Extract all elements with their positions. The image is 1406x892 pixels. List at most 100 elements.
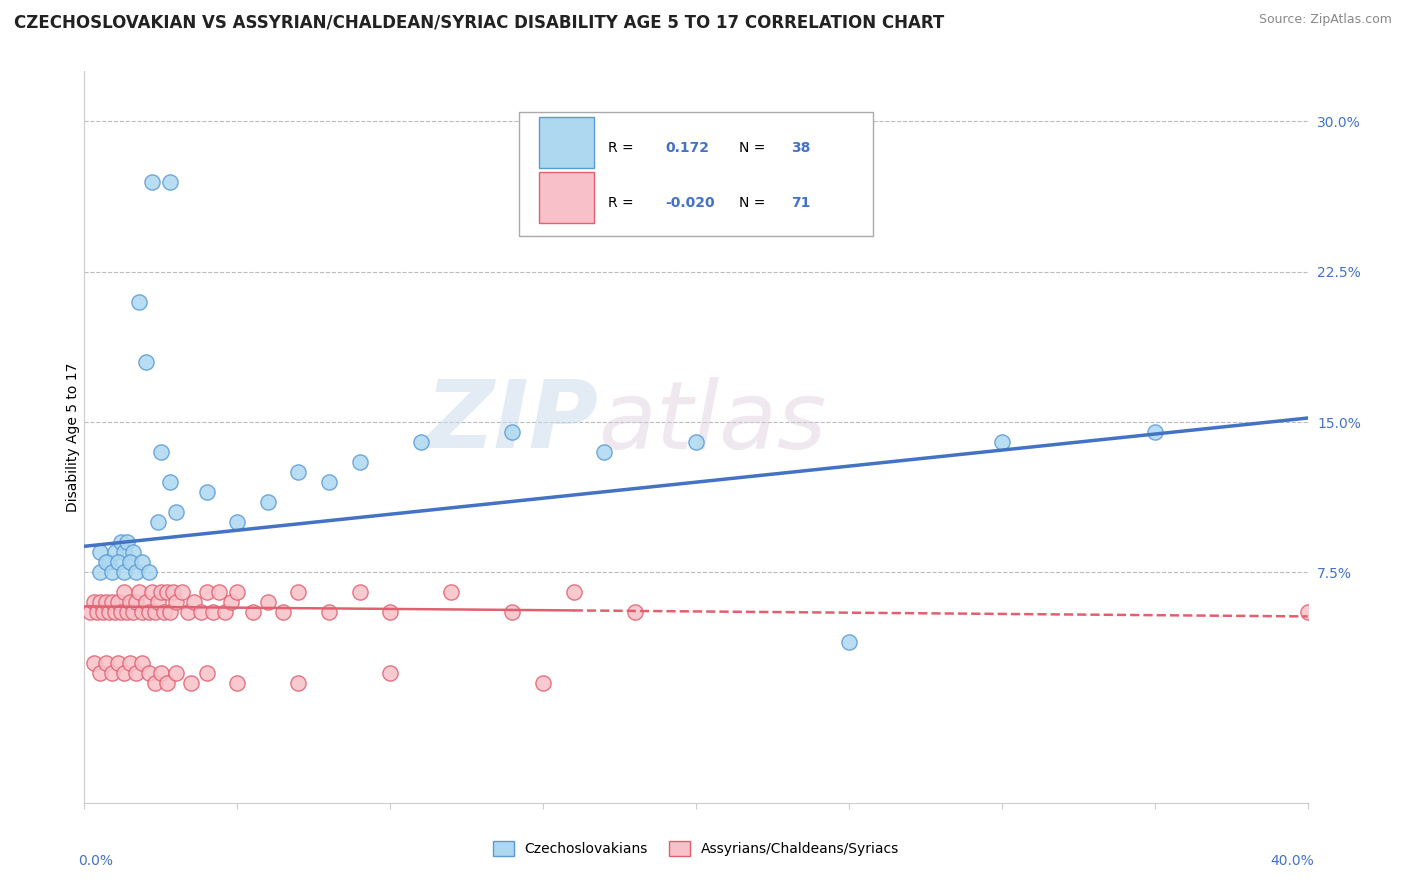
Point bbox=[138, 606, 160, 620]
Point bbox=[159, 475, 181, 490]
Point bbox=[115, 606, 138, 620]
Point bbox=[125, 595, 148, 609]
Point bbox=[159, 175, 181, 189]
Point bbox=[94, 656, 117, 670]
Point bbox=[440, 585, 463, 599]
Point bbox=[120, 555, 142, 569]
Point bbox=[201, 606, 224, 620]
Text: 71: 71 bbox=[792, 196, 811, 210]
Point bbox=[226, 675, 249, 690]
Point bbox=[131, 606, 153, 620]
Point bbox=[318, 606, 340, 620]
Point bbox=[146, 515, 169, 529]
Point bbox=[94, 555, 117, 569]
Point bbox=[156, 675, 179, 690]
Point bbox=[112, 585, 135, 599]
Point bbox=[153, 606, 176, 620]
Point bbox=[1143, 425, 1166, 439]
Point bbox=[349, 585, 371, 599]
Point bbox=[162, 585, 184, 599]
Point bbox=[380, 665, 402, 680]
Point bbox=[89, 665, 111, 680]
Point bbox=[120, 656, 142, 670]
Point bbox=[1296, 606, 1319, 620]
Point bbox=[110, 535, 132, 549]
Text: atlas: atlas bbox=[598, 377, 827, 468]
Text: CZECHOSLOVAKIAN VS ASSYRIAN/CHALDEAN/SYRIAC DISABILITY AGE 5 TO 17 CORRELATION C: CZECHOSLOVAKIAN VS ASSYRIAN/CHALDEAN/SYR… bbox=[14, 13, 945, 31]
Point bbox=[97, 606, 120, 620]
Point bbox=[86, 606, 108, 620]
Point bbox=[101, 595, 124, 609]
Point bbox=[115, 535, 138, 549]
Point bbox=[104, 606, 127, 620]
Text: -0.020: -0.020 bbox=[665, 196, 716, 210]
Point bbox=[991, 435, 1014, 450]
Point bbox=[138, 665, 160, 680]
Point bbox=[131, 555, 153, 569]
Y-axis label: Disability Age 5 to 17: Disability Age 5 to 17 bbox=[66, 362, 80, 512]
Point bbox=[122, 606, 145, 620]
Point bbox=[143, 606, 166, 620]
Text: 0.0%: 0.0% bbox=[79, 854, 114, 868]
Point bbox=[624, 606, 647, 620]
Point bbox=[128, 585, 150, 599]
Legend: Czechoslovakians, Assyrians/Chaldeans/Syriacs: Czechoslovakians, Assyrians/Chaldeans/Sy… bbox=[488, 836, 904, 862]
Point bbox=[195, 485, 218, 500]
Point bbox=[149, 445, 172, 459]
Point bbox=[593, 445, 616, 459]
Point bbox=[183, 595, 205, 609]
Text: 38: 38 bbox=[792, 141, 811, 155]
Point bbox=[83, 656, 105, 670]
Point bbox=[89, 595, 111, 609]
Point bbox=[318, 475, 340, 490]
Point bbox=[101, 566, 124, 580]
Point bbox=[120, 555, 142, 569]
Point bbox=[165, 505, 187, 519]
Point bbox=[242, 606, 264, 620]
Text: R =: R = bbox=[607, 196, 634, 210]
Point bbox=[94, 595, 117, 609]
Point bbox=[149, 585, 172, 599]
Point bbox=[156, 585, 179, 599]
Point bbox=[112, 665, 135, 680]
Point bbox=[97, 555, 120, 569]
Point bbox=[112, 545, 135, 559]
Point bbox=[165, 665, 187, 680]
Point bbox=[83, 595, 105, 609]
Point bbox=[562, 585, 585, 599]
Point bbox=[79, 606, 101, 620]
Point bbox=[685, 435, 707, 450]
Point bbox=[135, 355, 157, 369]
FancyBboxPatch shape bbox=[540, 117, 595, 168]
Point bbox=[112, 566, 135, 580]
Point bbox=[180, 675, 202, 690]
Point bbox=[531, 675, 554, 690]
Point bbox=[149, 665, 172, 680]
Point bbox=[838, 635, 860, 649]
Text: R =: R = bbox=[607, 141, 634, 155]
Point bbox=[257, 495, 280, 509]
Point bbox=[89, 566, 111, 580]
Point bbox=[89, 545, 111, 559]
Point bbox=[141, 175, 163, 189]
FancyBboxPatch shape bbox=[519, 112, 873, 235]
Point bbox=[107, 555, 129, 569]
Point bbox=[91, 606, 114, 620]
FancyBboxPatch shape bbox=[540, 172, 595, 223]
Point bbox=[287, 675, 309, 690]
Point bbox=[195, 665, 218, 680]
Point bbox=[409, 435, 432, 450]
Point bbox=[172, 585, 194, 599]
Text: 0.172: 0.172 bbox=[665, 141, 710, 155]
Point bbox=[502, 425, 524, 439]
Point bbox=[135, 595, 157, 609]
Point bbox=[141, 585, 163, 599]
Point bbox=[101, 665, 124, 680]
Point bbox=[380, 606, 402, 620]
Text: N =: N = bbox=[738, 196, 765, 210]
Point bbox=[107, 656, 129, 670]
Point bbox=[122, 545, 145, 559]
Point bbox=[104, 545, 127, 559]
Point bbox=[107, 595, 129, 609]
Point bbox=[195, 585, 218, 599]
